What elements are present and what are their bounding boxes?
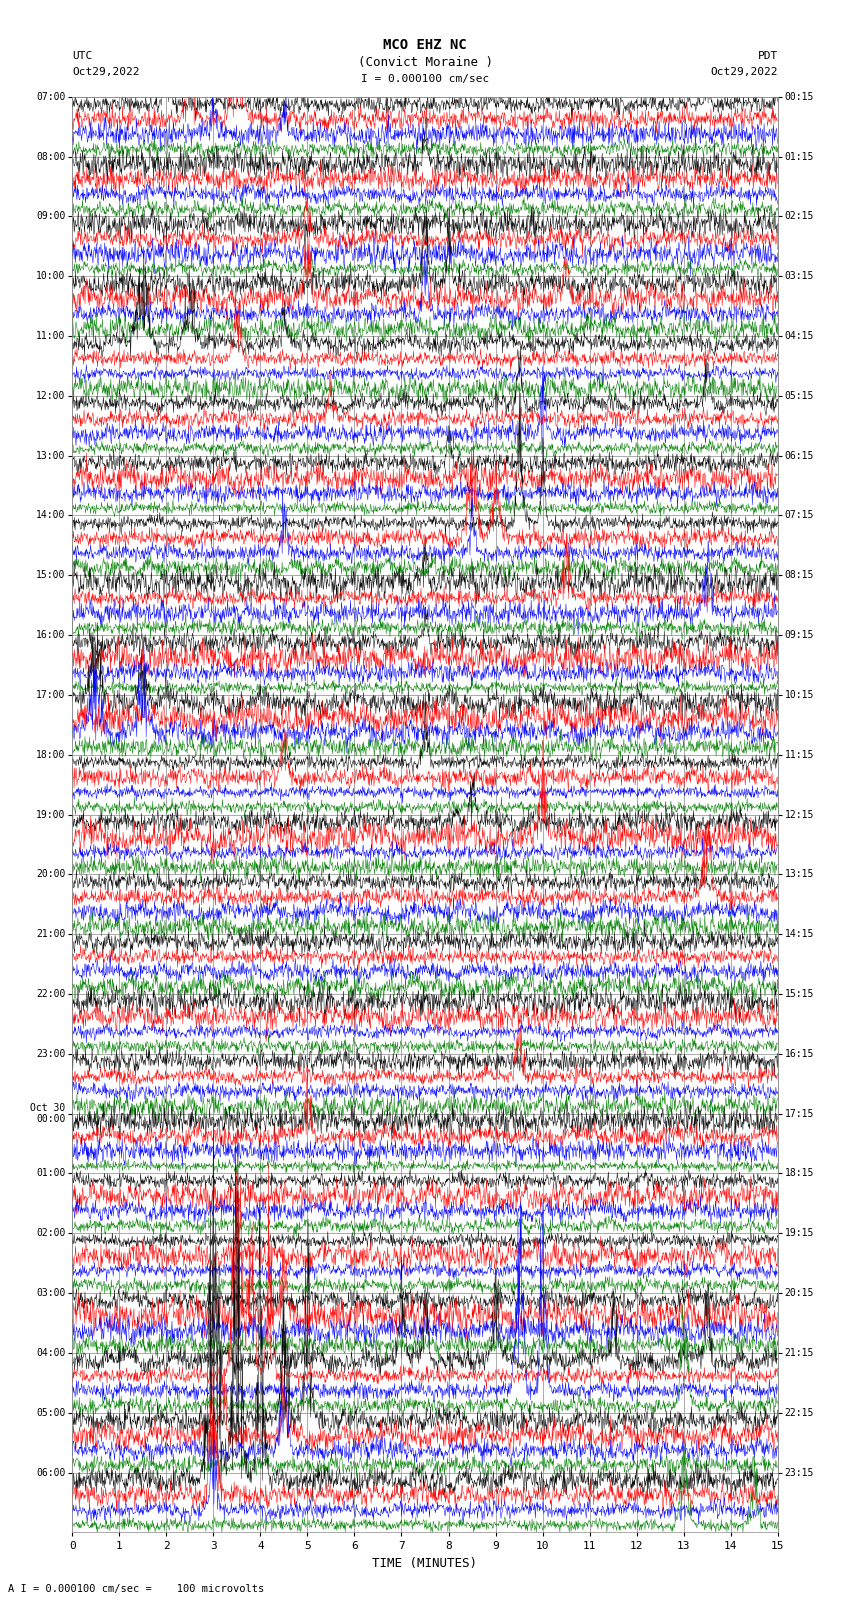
Text: Oct29,2022: Oct29,2022 bbox=[72, 68, 139, 77]
Text: UTC: UTC bbox=[72, 52, 93, 61]
Text: I = 0.000100 cm/sec: I = 0.000100 cm/sec bbox=[361, 74, 489, 84]
Text: Oct29,2022: Oct29,2022 bbox=[711, 68, 778, 77]
Text: (Convict Moraine ): (Convict Moraine ) bbox=[358, 56, 492, 69]
X-axis label: TIME (MINUTES): TIME (MINUTES) bbox=[372, 1557, 478, 1569]
Text: A I = 0.000100 cm/sec =    100 microvolts: A I = 0.000100 cm/sec = 100 microvolts bbox=[8, 1584, 264, 1594]
Text: MCO EHZ NC: MCO EHZ NC bbox=[383, 37, 467, 52]
Text: PDT: PDT bbox=[757, 52, 778, 61]
